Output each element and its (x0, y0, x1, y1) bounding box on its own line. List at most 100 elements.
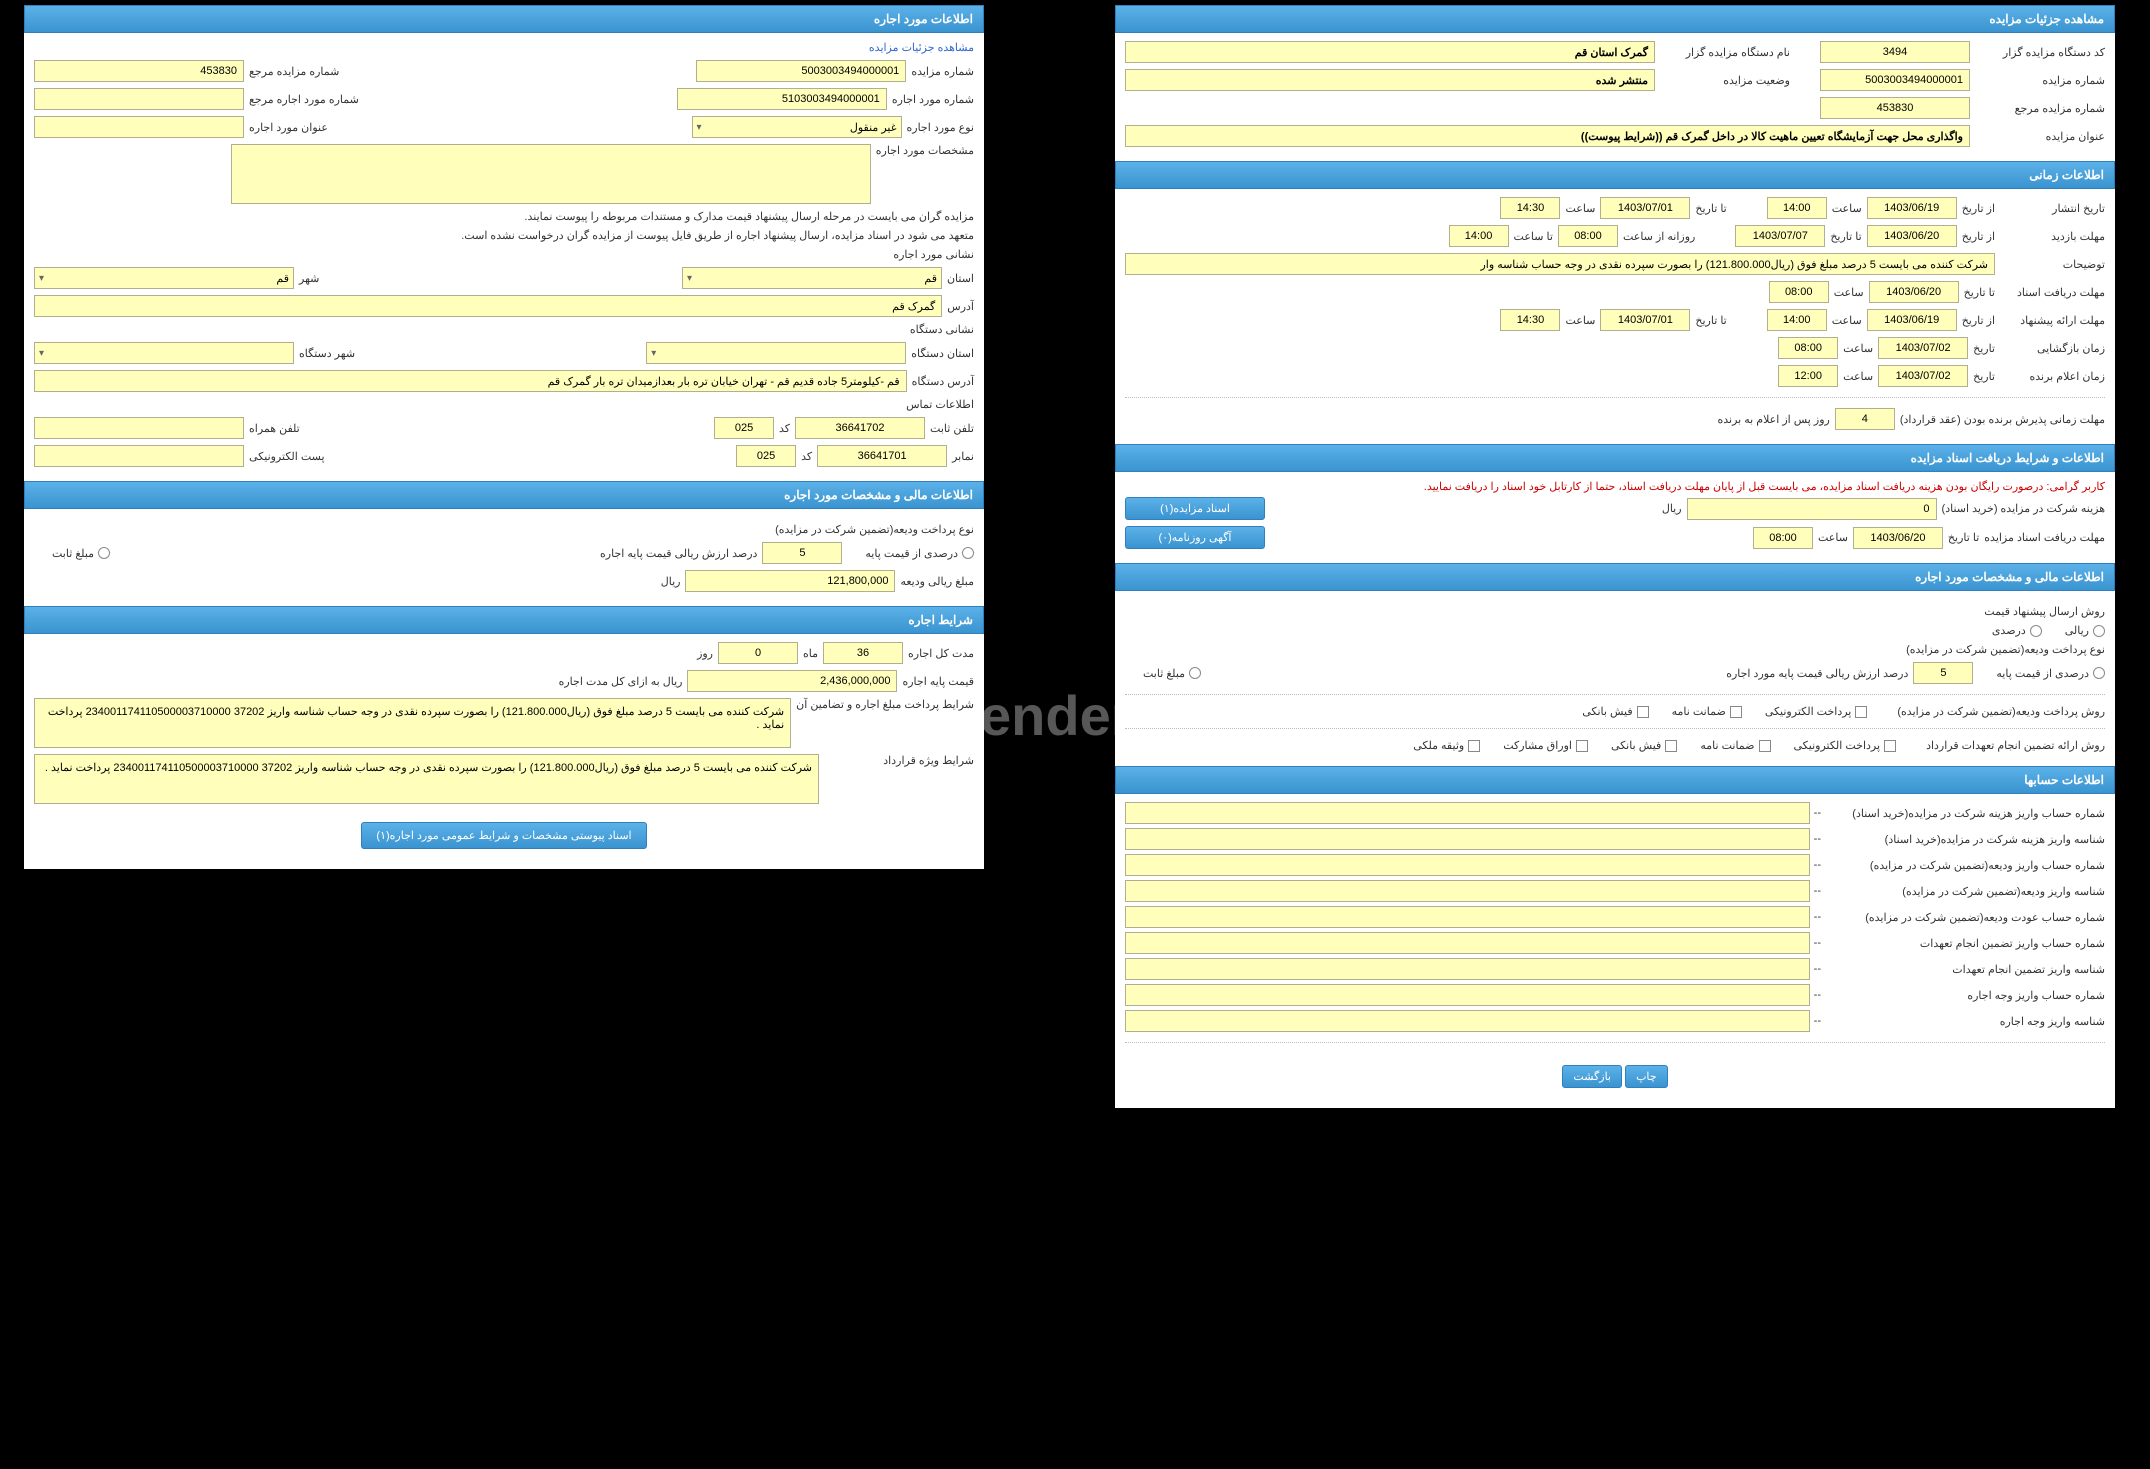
chevron-down-icon: ▾ (697, 122, 702, 133)
field-t3: 08:00 (1558, 225, 1618, 247)
chk-bonds[interactable]: اوراق مشارکت (1503, 739, 1588, 752)
btn-newspaper[interactable]: آگهی روزنامه(۰) (1125, 526, 1265, 549)
field-rent-title[interactable] (34, 116, 244, 138)
chk-mortgage[interactable]: وثیقه ملکی (1413, 739, 1480, 752)
textarea-cond1[interactable]: شرکت کننده می بایست 5 درصد مبلغ فوق (ریا… (34, 698, 791, 748)
field-t5: 08:00 (1769, 281, 1829, 303)
lbl-winner-deadline: مهلت زمانی پذیرش برنده بودن (عقد قرارداد… (1900, 413, 2105, 426)
lbl-acc3: شماره حساب واریز ودیعه(تضمین شرکت در مزا… (1825, 859, 2105, 872)
field-mobile[interactable] (34, 417, 244, 439)
lbl-phone: تلفن ثابت (930, 422, 974, 435)
btn-print[interactable]: چاپ (1625, 1065, 1668, 1088)
chk-bankfish2[interactable]: فیش بانکی (1611, 739, 1677, 752)
textarea-spec[interactable] (231, 144, 871, 204)
lbl-rent-addr: نشانی مورد اجاره (34, 248, 974, 261)
lbl-base-price-unit: ریال به ازای کل مدت اجاره (559, 675, 683, 688)
field-days[interactable]: 0 (718, 642, 798, 664)
radio-percent-base[interactable]: درصدی از قیمت پایه (1996, 667, 2105, 680)
chk-epay2[interactable]: پرداخت الکترونیکی (1794, 739, 1897, 752)
radio-r-fixed[interactable]: مبلغ ثابت (1143, 667, 1201, 680)
lbl-doc-deadline: مهلت دریافت اسناد (2000, 286, 2105, 299)
field-d5: 1403/06/20 (1869, 281, 1959, 303)
field-email[interactable] (34, 445, 244, 467)
lbl-offer-deadline: مهلت ارائه پیشنهاد (2000, 314, 2105, 327)
btn-auction-docs[interactable]: اسناد مزایده(۱) (1125, 497, 1265, 520)
note-1: مزایده گران می بایست در مرحله ارسال پیشن… (34, 210, 974, 223)
select-org-city[interactable]: ▾ (34, 342, 294, 364)
lbl-pay-method: روش پرداخت ودیعه(تضمین شرکت در مزایده) (1897, 705, 2105, 718)
chk-epay[interactable]: پرداخت الکترونیکی (1765, 705, 1868, 718)
lbl-rent-no: شماره مورد اجاره (892, 93, 974, 106)
field-acc7 (1125, 958, 1810, 980)
lbl-mobile: تلفن همراه (249, 422, 300, 435)
lbl-publish: تاریخ انتشار (2000, 202, 2105, 215)
lbl-acc8: شماره حساب واریز وجه اجاره (1825, 989, 2105, 1002)
field-t1: 14:00 (1767, 197, 1827, 219)
radio-riali[interactable]: ریالی (2065, 624, 2105, 637)
lbl-acc7: شناسه واریز تضمین انجام تعهدات (1825, 963, 2105, 976)
select-org-province[interactable]: ▾ (646, 342, 906, 364)
chevron-down-icon: ▾ (39, 273, 44, 284)
field-t2: 14:30 (1500, 197, 1560, 219)
lbl-rent-type: نوع مورد اجاره (907, 121, 975, 134)
field-r-ref: 453830 (1820, 97, 1970, 119)
left-panel: اطلاعات مورد اجاره مشاهده جزئیات مزایده … (24, 5, 984, 869)
radio-fixed[interactable]: مبلغ ثابت (52, 547, 110, 560)
field-d8: 1403/07/02 (1878, 337, 1968, 359)
radio-percent[interactable]: درصدی از قیمت پایه (865, 547, 974, 560)
field-code2[interactable]: 025 (736, 445, 796, 467)
lbl-price-method: روش ارسال پیشنهاد قیمت (1125, 605, 2105, 618)
header-conditions: شرایط اجاره (24, 606, 984, 634)
field-code1[interactable]: 025 (714, 417, 774, 439)
lbl-spec: مشخصات مورد اجاره (876, 144, 974, 157)
btn-attachments[interactable]: اسناد پیوستی مشخصات و شرایط عمومی مورد ا… (361, 822, 646, 849)
field-acc9 (1125, 1010, 1810, 1032)
field-cost: 0 (1687, 498, 1937, 520)
select-rent-type[interactable]: غیر منقول▾ (692, 116, 902, 138)
chevron-down-icon: ▾ (687, 273, 692, 284)
field-org-address[interactable]: قم -کیلومتر5 جاده قدیم قم - تهران خیابان… (34, 370, 907, 392)
field-acc1 (1125, 802, 1810, 824)
lbl-percent-desc: درصد ارزش ریالی قیمت پایه اجاره (600, 547, 757, 560)
btn-back[interactable]: بازگشت (1562, 1065, 1622, 1088)
header-accounts: اطلاعات حسابها (1115, 766, 2115, 794)
right-panel: مشاهده جزئیات مزایده کد دستگاه مزایده گز… (1115, 5, 2115, 1108)
lbl-code1: کد (779, 422, 790, 435)
field-acc8 (1125, 984, 1810, 1006)
field-auction-no: 5003003494000001 (696, 60, 906, 82)
lbl-deposit-amount: مبلغ ریالی ودیعه (900, 575, 974, 588)
header-doc-conditions: اطلاعات و شرایط دریافت اسناد مزایده (1115, 444, 2115, 472)
field-org-code: 3494 (1820, 41, 1970, 63)
lbl-acc4: شناسه واریز ودیعه(تضمین شرکت در مزایده) (1825, 885, 2105, 898)
select-province[interactable]: قم▾ (682, 267, 942, 289)
lbl-r-deposit-type: نوع پرداخت ودیعه(تضمین شرکت در مزایده) (1125, 643, 2105, 656)
chk-guarantee[interactable]: ضمانت نامه (1672, 705, 1742, 718)
field-r-title: واگذاری محل جهت آزمایشگاه تعیین ماهیت کا… (1125, 125, 1970, 147)
lbl-desc: توضیحات (2000, 258, 2105, 271)
lbl-rent-title: عنوان مورد اجاره (249, 121, 328, 134)
field-acc4 (1125, 880, 1810, 902)
radio-percent-r[interactable]: درصدی (1992, 624, 2042, 637)
select-city[interactable]: قم▾ (34, 267, 294, 289)
field-acc6 (1125, 932, 1810, 954)
field-dd2-time: 08:00 (1753, 527, 1813, 549)
lbl-winner-after: روز پس از اعلام به برنده (1717, 413, 1829, 426)
warning-text: کاربر گرامی: درصورت رایگان بودن هزینه در… (1125, 480, 2105, 493)
field-address[interactable]: گمرک قم (34, 295, 942, 317)
chk-guarantee2[interactable]: ضمانت نامه (1700, 739, 1770, 752)
lbl-acc6: شماره حساب واریز تضمین انجام تعهدات (1825, 937, 2105, 950)
lbl-open: زمان بازگشایی (2000, 342, 2105, 355)
field-t7: 14:30 (1500, 309, 1560, 331)
field-deposit-amount: 121,800,000 (685, 570, 895, 592)
field-phone[interactable]: 36641702 (795, 417, 925, 439)
lbl-contact: اطلاعات تماس (34, 398, 974, 411)
link-auction-detail[interactable]: مشاهده جزئیات مزایده (869, 41, 974, 54)
field-months[interactable]: 36 (823, 642, 903, 664)
textarea-cond2[interactable]: شرکت کننده می بایست 5 درصد مبلغ فوق (ریا… (34, 754, 819, 804)
header-financial: اطلاعات مالی و مشخصات مورد اجاره (24, 481, 984, 509)
lbl-day: روز (697, 647, 713, 660)
field-percent[interactable]: 5 (762, 542, 842, 564)
chk-bankfish[interactable]: فیش بانکی (1582, 705, 1648, 718)
field-fax[interactable]: 36641701 (817, 445, 947, 467)
field-d7: 1403/07/01 (1600, 309, 1690, 331)
